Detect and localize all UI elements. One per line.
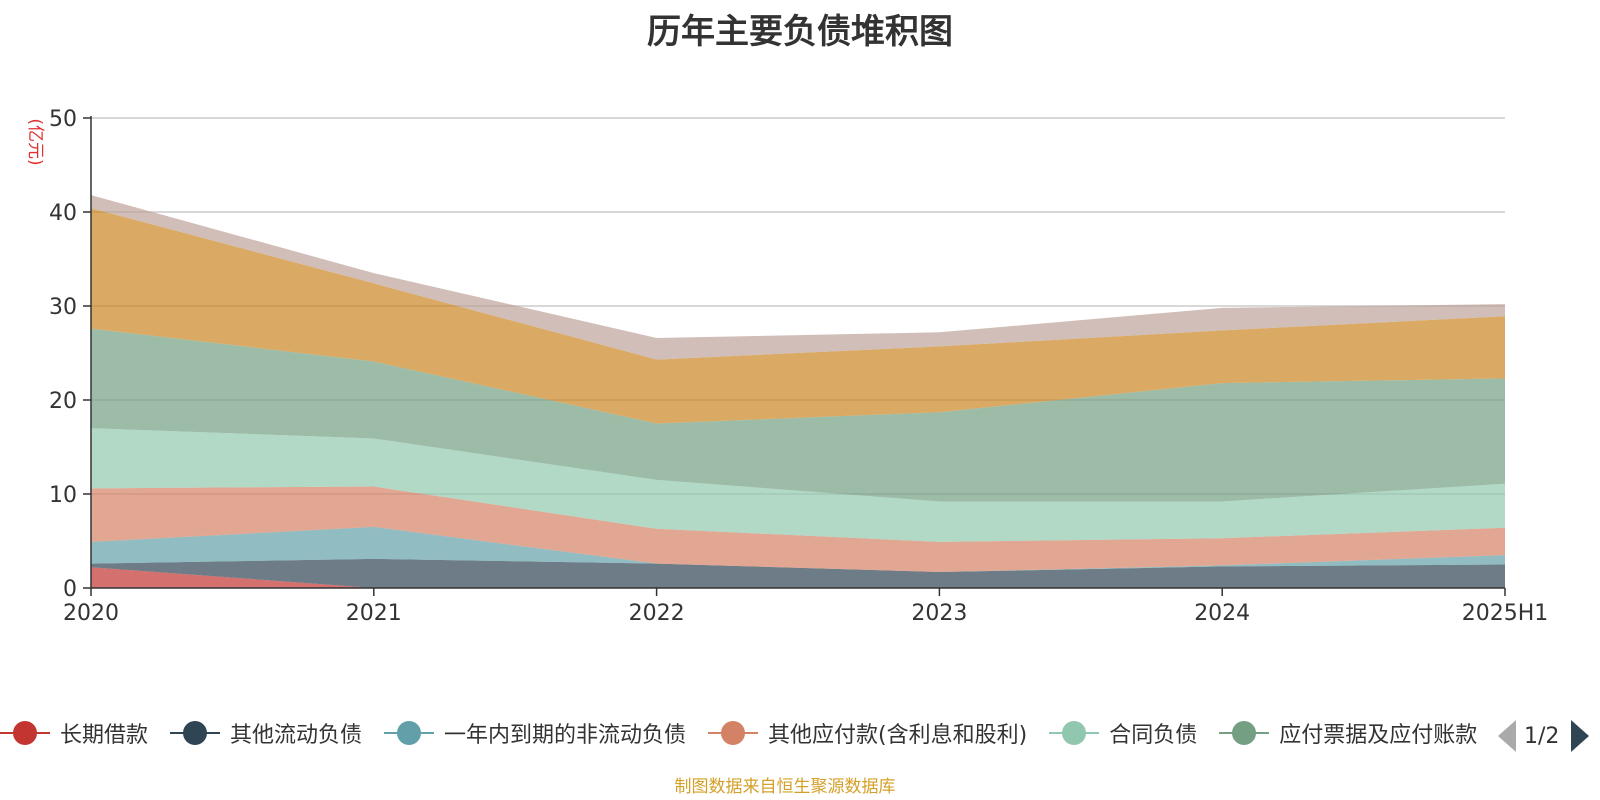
x-tick-label: 2024 — [1194, 601, 1250, 626]
x-tick-label: 2021 — [346, 601, 402, 626]
legend-marker-icon — [170, 721, 221, 745]
legend-item[interactable]: 合同负债 — [1049, 717, 1197, 749]
legend-label: 其他应付款(含利息和股利) — [768, 723, 1028, 748]
legend-label: 一年内到期的非流动负债 — [444, 723, 687, 748]
legend-item[interactable]: 一年内到期的非流动负债 — [384, 717, 686, 749]
area-series — [91, 486, 1505, 572]
legend-item[interactable]: 长期借款 — [0, 717, 148, 749]
y-tick-label: 0 — [63, 577, 77, 602]
legend-item[interactable]: 应付票据及应付账款 — [1219, 717, 1477, 749]
legend-marker-icon — [384, 721, 435, 745]
y-tick-label: 10 — [49, 483, 77, 508]
y-tick-label: 50 — [49, 107, 77, 132]
x-tick-label: 2023 — [911, 601, 967, 626]
x-tick-label: 2022 — [629, 601, 685, 626]
legend-marker-icon — [0, 721, 50, 745]
legend-page-indicator: 1/2 — [1524, 723, 1560, 749]
legend-marker-icon — [1049, 721, 1100, 745]
legend-marker-icon — [708, 721, 759, 745]
legend-label: 合同负债 — [1109, 723, 1198, 748]
legend-marker-icon — [1219, 721, 1270, 745]
x-tick-label: 2025H1 — [1462, 601, 1549, 626]
area-series — [91, 208, 1505, 424]
y-tick-label: 30 — [49, 295, 77, 320]
stacked-areas — [91, 195, 1505, 588]
legend-prev-page-button[interactable] — [1498, 720, 1516, 752]
legend-item[interactable]: 其他流动负债 — [170, 717, 362, 749]
legend-label: 其他流动负债 — [230, 723, 363, 748]
chart-title: 历年主要负债堆积图 — [647, 12, 953, 52]
legend-item[interactable]: 其他应付款(含利息和股利) — [708, 717, 1027, 749]
legend-next-page-button[interactable] — [1571, 720, 1590, 752]
legend: 长期借款 其他流动负债 一年内到期的非流动负债 其他应付款(含利息和股利) 合同负债 应付… — [0, 714, 1480, 752]
area-series — [91, 526, 1505, 572]
y-axis-unit-label: (亿元) — [25, 118, 45, 165]
area-series — [91, 195, 1505, 360]
source-note: 制图数据来自恒生聚源数据库 — [674, 777, 896, 797]
y-tick-label: 20 — [49, 389, 77, 414]
area-series — [91, 558, 1505, 588]
y-tick-label: 40 — [49, 201, 77, 226]
legend-label: 应付票据及应付账款 — [1279, 723, 1478, 748]
area-series — [91, 567, 1505, 588]
x-tick-label: 2020 — [63, 601, 119, 626]
area-series — [91, 428, 1505, 542]
area-series — [91, 328, 1505, 502]
legend-pager: 1/2 — [1498, 718, 1598, 754]
axes: 0 10 20 30 40 50 2020 2021 2022 2023 2024 2025H1 — [49, 107, 1548, 626]
legend-label: 长期借款 — [60, 723, 149, 748]
